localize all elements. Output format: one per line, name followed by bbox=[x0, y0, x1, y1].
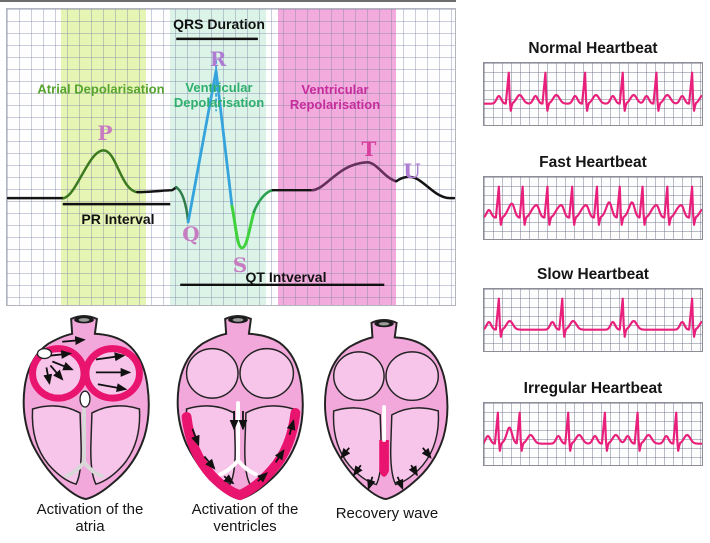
strip-title-slow: Slow Heartbeat bbox=[537, 266, 649, 283]
ecg-strip-normal bbox=[483, 62, 703, 126]
scan-edge-artifact bbox=[0, 0, 456, 2]
strip-waveform-irregular bbox=[484, 411, 702, 452]
pr-interval-label: PR Interval bbox=[81, 211, 155, 227]
right-ventricle bbox=[389, 407, 440, 486]
region-label-ventricular-depolarisation: Ventricular Depolarisation bbox=[173, 80, 265, 110]
ecg-panel: QRS Duration Atrial Depolarisation Ventr… bbox=[6, 8, 456, 306]
pr-segment bbox=[136, 185, 178, 194]
region-label-ventricular-repolarisation: Ventricular Repolarisation bbox=[289, 82, 381, 112]
ecg-grid bbox=[7, 9, 455, 305]
s-wave bbox=[230, 204, 256, 250]
ventricular-conduction-arrows bbox=[191, 410, 296, 485]
recovery-wave-arrows bbox=[340, 447, 432, 491]
right-atrium bbox=[239, 347, 295, 399]
right-ventricle bbox=[90, 405, 141, 486]
aorta-lumen bbox=[232, 318, 244, 322]
heart-caption-ventricles: Activation of the ventricles bbox=[191, 501, 299, 535]
wave-label-s: S bbox=[232, 253, 248, 277]
wave-label-r: R bbox=[209, 47, 227, 71]
left-atrium bbox=[332, 351, 385, 402]
wave-label-p: P bbox=[97, 121, 113, 145]
strip-title-normal: Normal Heartbeat bbox=[528, 40, 658, 57]
wave-label-u: U bbox=[403, 159, 421, 183]
strip-title-irregular: Irregular Heartbeat bbox=[523, 380, 663, 397]
r-wave bbox=[186, 69, 234, 224]
heart-caption-recovery: Recovery wave bbox=[335, 505, 439, 522]
right-atrium-active bbox=[82, 345, 143, 402]
band-ventricular-depolarisation bbox=[170, 9, 266, 305]
ecg-strip-irregular bbox=[483, 402, 703, 466]
band-atrial-depolarisation bbox=[61, 9, 146, 305]
p-wave bbox=[62, 149, 139, 200]
aorta-lumen bbox=[378, 322, 390, 326]
heart-diagram-ventricular-activation bbox=[176, 314, 304, 501]
sa-node bbox=[36, 347, 53, 360]
aorta-lumen bbox=[78, 318, 90, 322]
heart-diagram-recovery-wave bbox=[324, 318, 449, 501]
atrial-conduction-arrows bbox=[43, 336, 132, 393]
q-wave bbox=[174, 185, 190, 224]
ecg-waveform bbox=[7, 37, 455, 286]
strip-waveform-slow bbox=[484, 297, 702, 338]
strip-waveform-fast bbox=[484, 185, 702, 226]
left-ventricle bbox=[31, 405, 82, 486]
qrs-duration-label: QRS Duration bbox=[173, 16, 265, 32]
septum-recovery-active bbox=[379, 440, 389, 477]
region-label-atrial-depolarisation: Atrial Depolarisation bbox=[37, 81, 165, 97]
s-recovery bbox=[252, 188, 275, 214]
av-node bbox=[79, 390, 91, 408]
right-atrium bbox=[385, 351, 440, 402]
strip-waveform-normal bbox=[484, 71, 702, 112]
wave-label-t: T bbox=[361, 137, 377, 161]
bundle-of-his bbox=[218, 401, 258, 477]
wave-label-q: Q bbox=[182, 222, 200, 246]
ecg-strip-fast bbox=[483, 176, 703, 240]
u-wave bbox=[395, 175, 455, 200]
qt-interval-label: QT Intverval bbox=[245, 269, 327, 285]
left-ventricle bbox=[332, 407, 383, 486]
ecg-strip-slow bbox=[483, 288, 703, 352]
heart-caption-atria: Activation of the atria bbox=[36, 501, 144, 535]
band-ventricular-repolarisation bbox=[278, 9, 396, 305]
heart-diagram-atrial-activation bbox=[22, 314, 150, 501]
left-atrium bbox=[185, 347, 239, 399]
strip-title-fast: Fast Heartbeat bbox=[539, 154, 647, 171]
conduction-fibers bbox=[64, 403, 104, 479]
t-wave bbox=[311, 161, 398, 192]
